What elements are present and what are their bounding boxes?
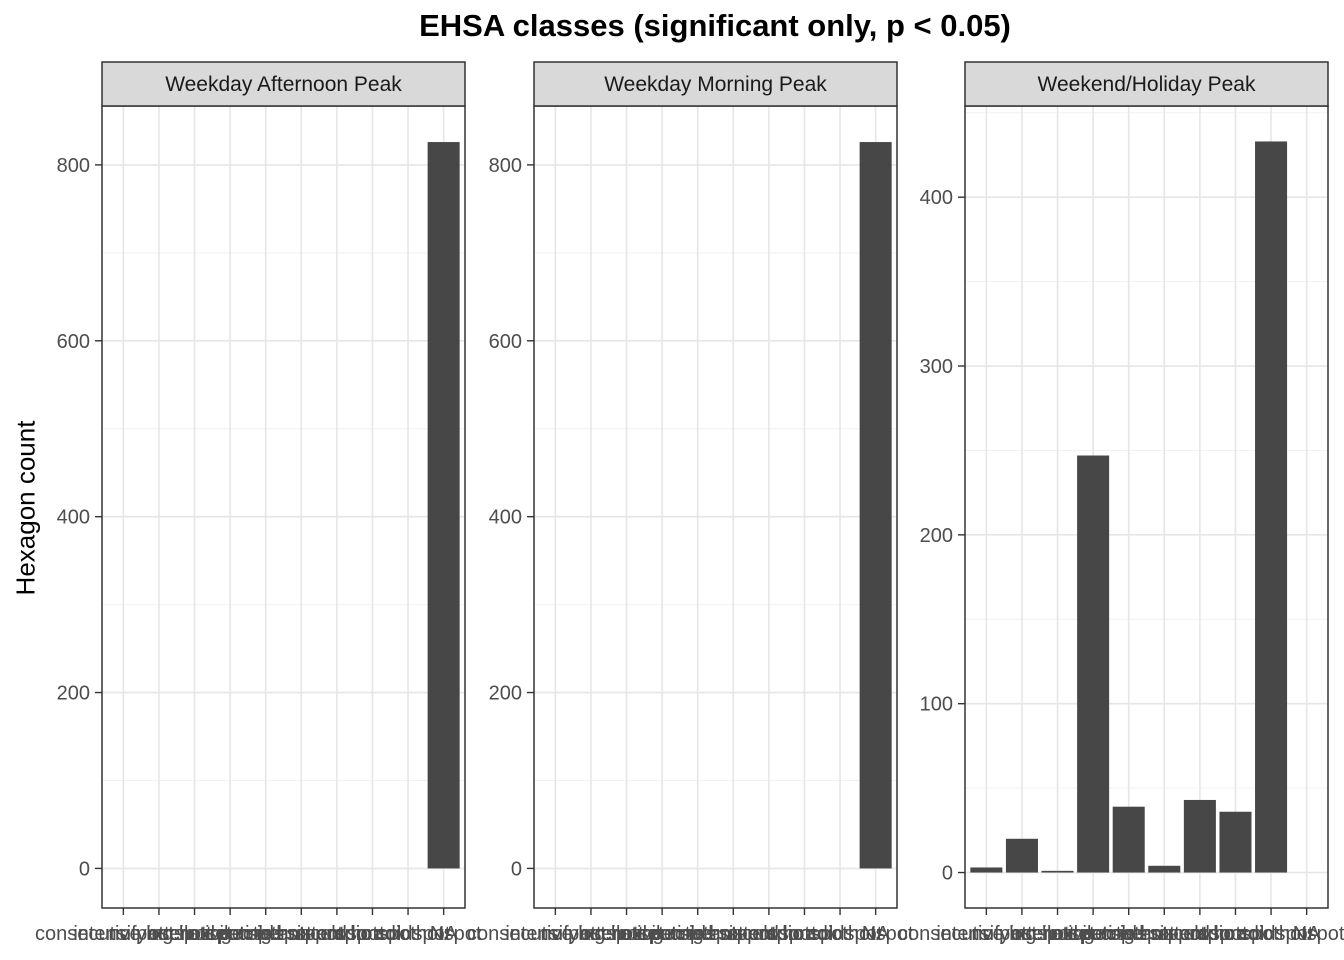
y-tick-label: 400	[489, 507, 522, 529]
facet-strip	[101, 61, 466, 107]
x-tick-label: sporadic hotspot	[1198, 923, 1344, 945]
bar-2-10	[859, 142, 892, 869]
y-tick-label: 400	[57, 507, 90, 529]
x-tick-label: sporadic hotspot	[335, 923, 482, 945]
panel-background	[534, 106, 897, 908]
y-tick-label: 0	[511, 858, 522, 880]
x-tick-label: oscilating hotspot	[620, 923, 775, 945]
x-tick-label: NA	[430, 923, 458, 945]
x-tick-label: sporadic coldspot	[727, 923, 883, 945]
x-tick-label: persistent hotspot	[690, 923, 848, 945]
bar-3-7	[1183, 799, 1216, 873]
bar-3-5	[1112, 806, 1145, 873]
x-tick-label: sporadic coldspot	[295, 923, 451, 945]
x-tick-label: oscilating coldspot	[148, 923, 312, 945]
bar-3-2	[1005, 838, 1038, 873]
y-tick-label: 600	[489, 331, 522, 353]
bar-3-4	[1077, 455, 1110, 873]
y-tick-label: 100	[920, 694, 953, 716]
x-tick-label: oscilating hotspot	[1051, 923, 1206, 945]
y-tick-label: 200	[57, 683, 90, 705]
x-tick-label: no pattern detected	[540, 923, 712, 945]
facet-label: Weekday Morning Peak	[604, 73, 827, 96]
bar-3-3	[1041, 870, 1074, 873]
x-tick-label: oscilating hotspot	[188, 923, 343, 945]
y-tick-label: 200	[920, 525, 953, 547]
y-tick-label: 0	[942, 863, 953, 885]
x-tick-label: persistent hotspot	[258, 923, 416, 945]
x-tick-label: no pattern detected	[108, 923, 280, 945]
x-tick-label: NA	[1293, 923, 1321, 945]
y-tick-label: 0	[79, 858, 90, 880]
x-tick-label: consecutive hotspot	[35, 923, 212, 945]
y-tick-label: 800	[57, 155, 90, 177]
x-tick-label: persistent coldspot	[1081, 923, 1248, 945]
x-tick-label: oscilating coldspot	[580, 923, 744, 945]
bar-3-9	[1255, 141, 1288, 873]
y-tick-label: 200	[489, 683, 522, 705]
bar-3-8	[1219, 811, 1252, 873]
facet-label: Weekday Afternoon Peak	[165, 73, 402, 96]
x-tick-label: persistent coldspot	[218, 923, 385, 945]
x-tick-label: intensifying hotspot	[936, 923, 1108, 945]
y-tick-label: 300	[920, 356, 953, 378]
x-tick-label: persistent coldspot	[650, 923, 817, 945]
x-tick-label: no pattern detected	[971, 923, 1143, 945]
y-tick-label: 400	[920, 187, 953, 209]
y-tick-label: 800	[489, 155, 522, 177]
x-tick-label: consecutive hotspot	[898, 923, 1075, 945]
x-tick-label: NA	[862, 923, 890, 945]
x-tick-label: sporadic hotspot	[767, 923, 914, 945]
x-tick-label: persistent hotspot	[1121, 923, 1279, 945]
bar-3-6	[1148, 865, 1181, 873]
x-tick-label: intensifying hotspot	[505, 923, 677, 945]
x-tick-label: oscilating coldspot	[1011, 923, 1175, 945]
y-tick-label: 600	[57, 331, 90, 353]
bar-3-1	[970, 867, 1003, 873]
x-tick-label: sporadic coldspot	[1158, 923, 1314, 945]
panel-background	[102, 106, 465, 908]
x-tick-label: consecutive hotspot	[467, 923, 644, 945]
bar-1-10	[427, 142, 460, 869]
facet-label: Weekend/Holiday Peak	[1038, 73, 1256, 96]
chart-title: EHSA classes (significant only, p < 0.05…	[419, 8, 1011, 43]
facet-strip	[964, 61, 1329, 107]
facet-strip	[533, 61, 898, 107]
x-tick-label: intensifying hotspot	[73, 923, 245, 945]
